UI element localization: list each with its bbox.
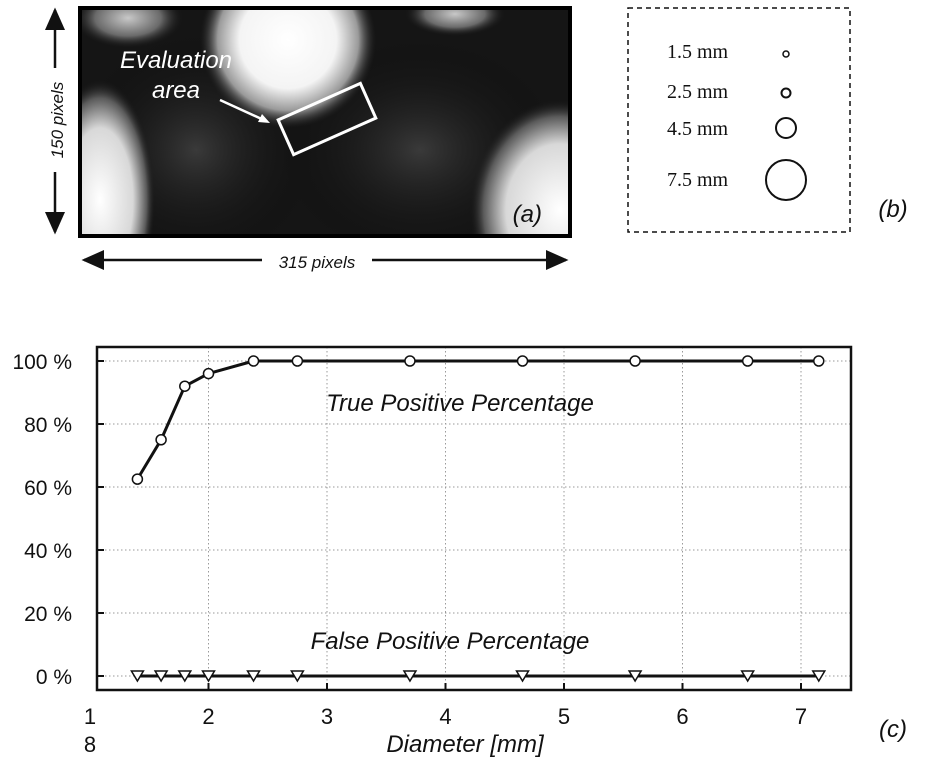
y-tick-label: 0 % [36,666,72,689]
evaluation-area-label-line1: Evaluation [120,47,232,74]
data-point-triangle [130,670,145,683]
chart-series [130,355,827,683]
legend-text-1-5mm: 1.5 mm [667,41,729,63]
x-tick-label: 1 [84,704,96,729]
series-line-1 [136,359,819,480]
line-chart: 0 % 20 % 40 % 60 % 80 % 100 % 1 2 3 4 5 6 7 [12,345,853,729]
data-point-circle [131,473,144,485]
data-point-circle [247,355,260,367]
data-point-circle [155,434,167,446]
x-tick-label: 4 [439,704,451,729]
panel-c-label: (c) [879,716,907,743]
panel-b-legend-box [627,7,851,233]
x-axis-extra-label: 8 [84,732,96,757]
y-tick-label: 80 % [24,414,72,437]
data-point-circle [629,355,641,367]
legend-circle-7-5mm [765,159,807,201]
panel-a-label: (a) [513,201,542,228]
panel-b-label: (b) [878,196,907,223]
data-point-circle [404,355,416,367]
x-tick-label: 5 [558,704,570,729]
data-point-circle [741,355,754,367]
legend-text-4-5mm: 4.5 mm [667,118,729,140]
data-point-triangle [515,670,530,683]
chart-ticks: 0 % 20 % 40 % 60 % 80 % 100 % 1 2 3 4 5 6 7 [12,351,807,729]
y-tick-label: 60 % [24,477,72,500]
data-point-triangle [201,670,216,683]
y-tick-label: 20 % [24,603,72,626]
x-tick-label: 2 [202,704,214,729]
data-point-circle [179,380,191,392]
series-label-false-positive: False Positive Percentage [311,628,590,655]
legend-text-7-5mm: 7.5 mm [667,169,729,191]
data-point-triangle [402,670,418,683]
evaluation-pointer-arrowhead [258,114,270,123]
width-dimension-label: 315 pixels [279,253,356,272]
data-point-triangle [627,670,643,683]
data-point-circle [291,355,304,367]
evaluation-area-box [276,81,378,157]
data-point-triangle [153,670,169,683]
legend-circle-4-5mm [775,117,797,139]
y-tick-label: 40 % [24,540,72,563]
legend-circle-2-5mm [780,87,792,99]
series-label-true-positive: True Positive Percentage [326,390,594,417]
legend-circle-1-5mm [782,50,790,58]
evaluation-pointer-arrow [219,98,267,123]
x-tick-label: 7 [795,704,807,729]
evaluation-area-label-line2: area [152,77,200,104]
data-point-triangle [246,670,261,683]
data-point-circle [813,355,825,367]
data-point-triangle [740,670,755,683]
y-tick-label: 100 % [12,351,72,374]
height-dimension-label: 150 pixels [48,81,67,158]
data-point-circle [516,355,529,367]
data-point-triangle [290,670,305,683]
data-point-triangle [811,670,827,683]
x-tick-label: 6 [676,704,688,729]
x-axis-label: Diameter [mm] [386,731,545,758]
plot-area-frame [95,345,853,692]
data-point-triangle [177,670,193,683]
x-tick-label: 3 [321,704,333,729]
data-point-circle [202,367,215,380]
legend-text-2-5mm: 2.5 mm [667,81,729,103]
